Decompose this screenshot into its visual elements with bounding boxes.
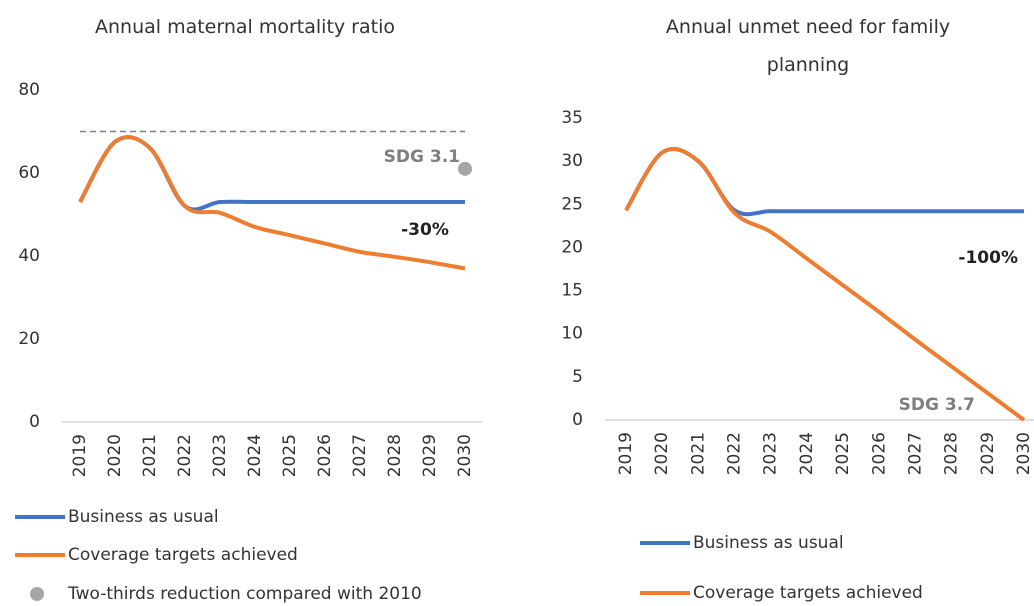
y-tick-label: 20 (18, 329, 40, 349)
x-tick-label: 2028 (385, 434, 405, 477)
x-tick-label: 2022 (725, 432, 745, 475)
chart-title: Annual maternal mortality ratio (95, 16, 395, 38)
y-tick-label: 0 (29, 412, 40, 432)
x-tick-label: 2025 (280, 434, 300, 477)
x-tick-label: 2021 (688, 432, 708, 475)
x-tick-label: 2027 (905, 432, 925, 475)
x-tick-label: 2021 (140, 434, 160, 477)
x-tick-label: 2024 (245, 434, 265, 477)
series-line (624, 146, 1026, 422)
y-tick-label: 30 (561, 151, 583, 171)
annotation: SDG 3.1 (384, 147, 460, 167)
x-tick-label: 2030 (455, 434, 475, 477)
x-tick-label: 2029 (978, 432, 998, 475)
y-tick-label: 25 (561, 194, 583, 214)
x-tick-label: 2027 (350, 434, 370, 477)
y-tick-label: 40 (18, 246, 40, 266)
y-tick-label: 10 (561, 324, 583, 344)
y-tick-label: 35 (561, 108, 583, 128)
series-line (624, 147, 1024, 217)
legend-label: Business as usual (68, 507, 219, 527)
chart-title: Annual unmet need for family planning (665, 16, 951, 76)
series-line (78, 135, 466, 271)
legend-label: Coverage targets achieved (693, 583, 923, 603)
x-tick-label: 2025 (833, 432, 853, 475)
legend-label: Business as usual (693, 533, 844, 553)
y-tick-label: 20 (561, 237, 583, 257)
annotation: -30% (401, 220, 449, 240)
x-tick-label: 2026 (869, 432, 889, 475)
y-tick-label: 0 (572, 410, 583, 430)
annotation: SDG 3.7 (899, 395, 975, 415)
x-tick-label: 2023 (761, 432, 781, 475)
legend-swatch (30, 587, 44, 601)
annotation: -100% (958, 248, 1018, 268)
legend-label: Two-thirds reduction compared with 2010 (67, 584, 422, 604)
legend-label: Coverage targets achieved (68, 545, 298, 565)
x-tick-label: 2026 (315, 434, 335, 477)
y-tick-label: 5 (572, 367, 583, 387)
x-tick-label: 2023 (210, 434, 230, 477)
x-tick-label: 2029 (420, 434, 440, 477)
x-tick-label: 2022 (175, 434, 195, 477)
x-tick-label: 2019 (616, 432, 636, 475)
x-tick-label: 2028 (942, 432, 962, 475)
x-tick-label: 2024 (797, 432, 817, 475)
x-tick-label: 2019 (70, 434, 90, 477)
x-tick-label: 2020 (652, 432, 672, 475)
x-tick-label: 2030 (1014, 432, 1034, 475)
y-tick-label: 60 (18, 163, 40, 183)
x-tick-label: 2020 (105, 434, 125, 477)
y-tick-label: 80 (18, 80, 40, 100)
y-tick-label: 15 (561, 281, 583, 301)
target-point (458, 161, 472, 176)
